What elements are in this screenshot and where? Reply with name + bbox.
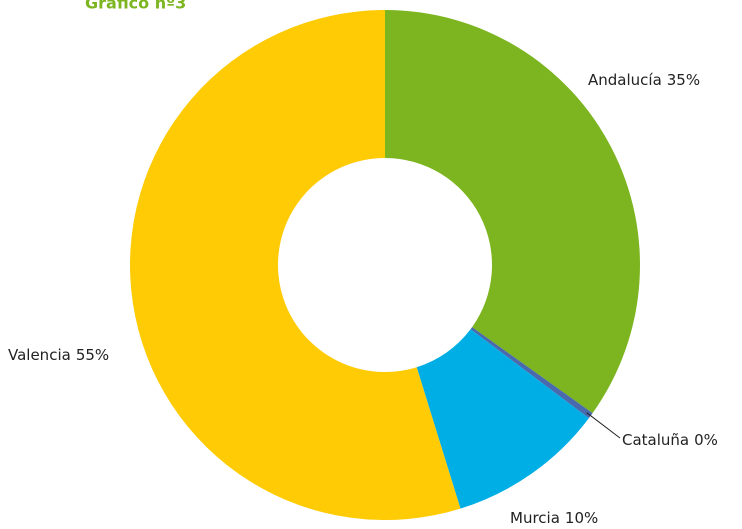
slice (470, 327, 593, 419)
category-label: Andalucía (588, 71, 662, 89)
category-label: Cataluña (622, 431, 689, 449)
category-label: Murcia (510, 509, 560, 527)
slice-label: Cataluña 0% (622, 431, 718, 449)
slice-label: Valencia 55% (8, 346, 109, 364)
slice-label: Andalucía 35% (588, 71, 700, 89)
value-label: 35% (667, 71, 700, 89)
value-label: 0% (694, 431, 718, 449)
slice (385, 10, 640, 414)
slice (130, 10, 461, 520)
category-label: Valencia (8, 346, 71, 364)
value-label: 55% (76, 346, 109, 364)
slice (416, 329, 589, 509)
leader-line (586, 412, 621, 439)
chart-title: Gráfico nº3 (85, 0, 186, 13)
slice-label: Murcia 10% (510, 509, 598, 527)
value-label: 10% (565, 509, 598, 527)
